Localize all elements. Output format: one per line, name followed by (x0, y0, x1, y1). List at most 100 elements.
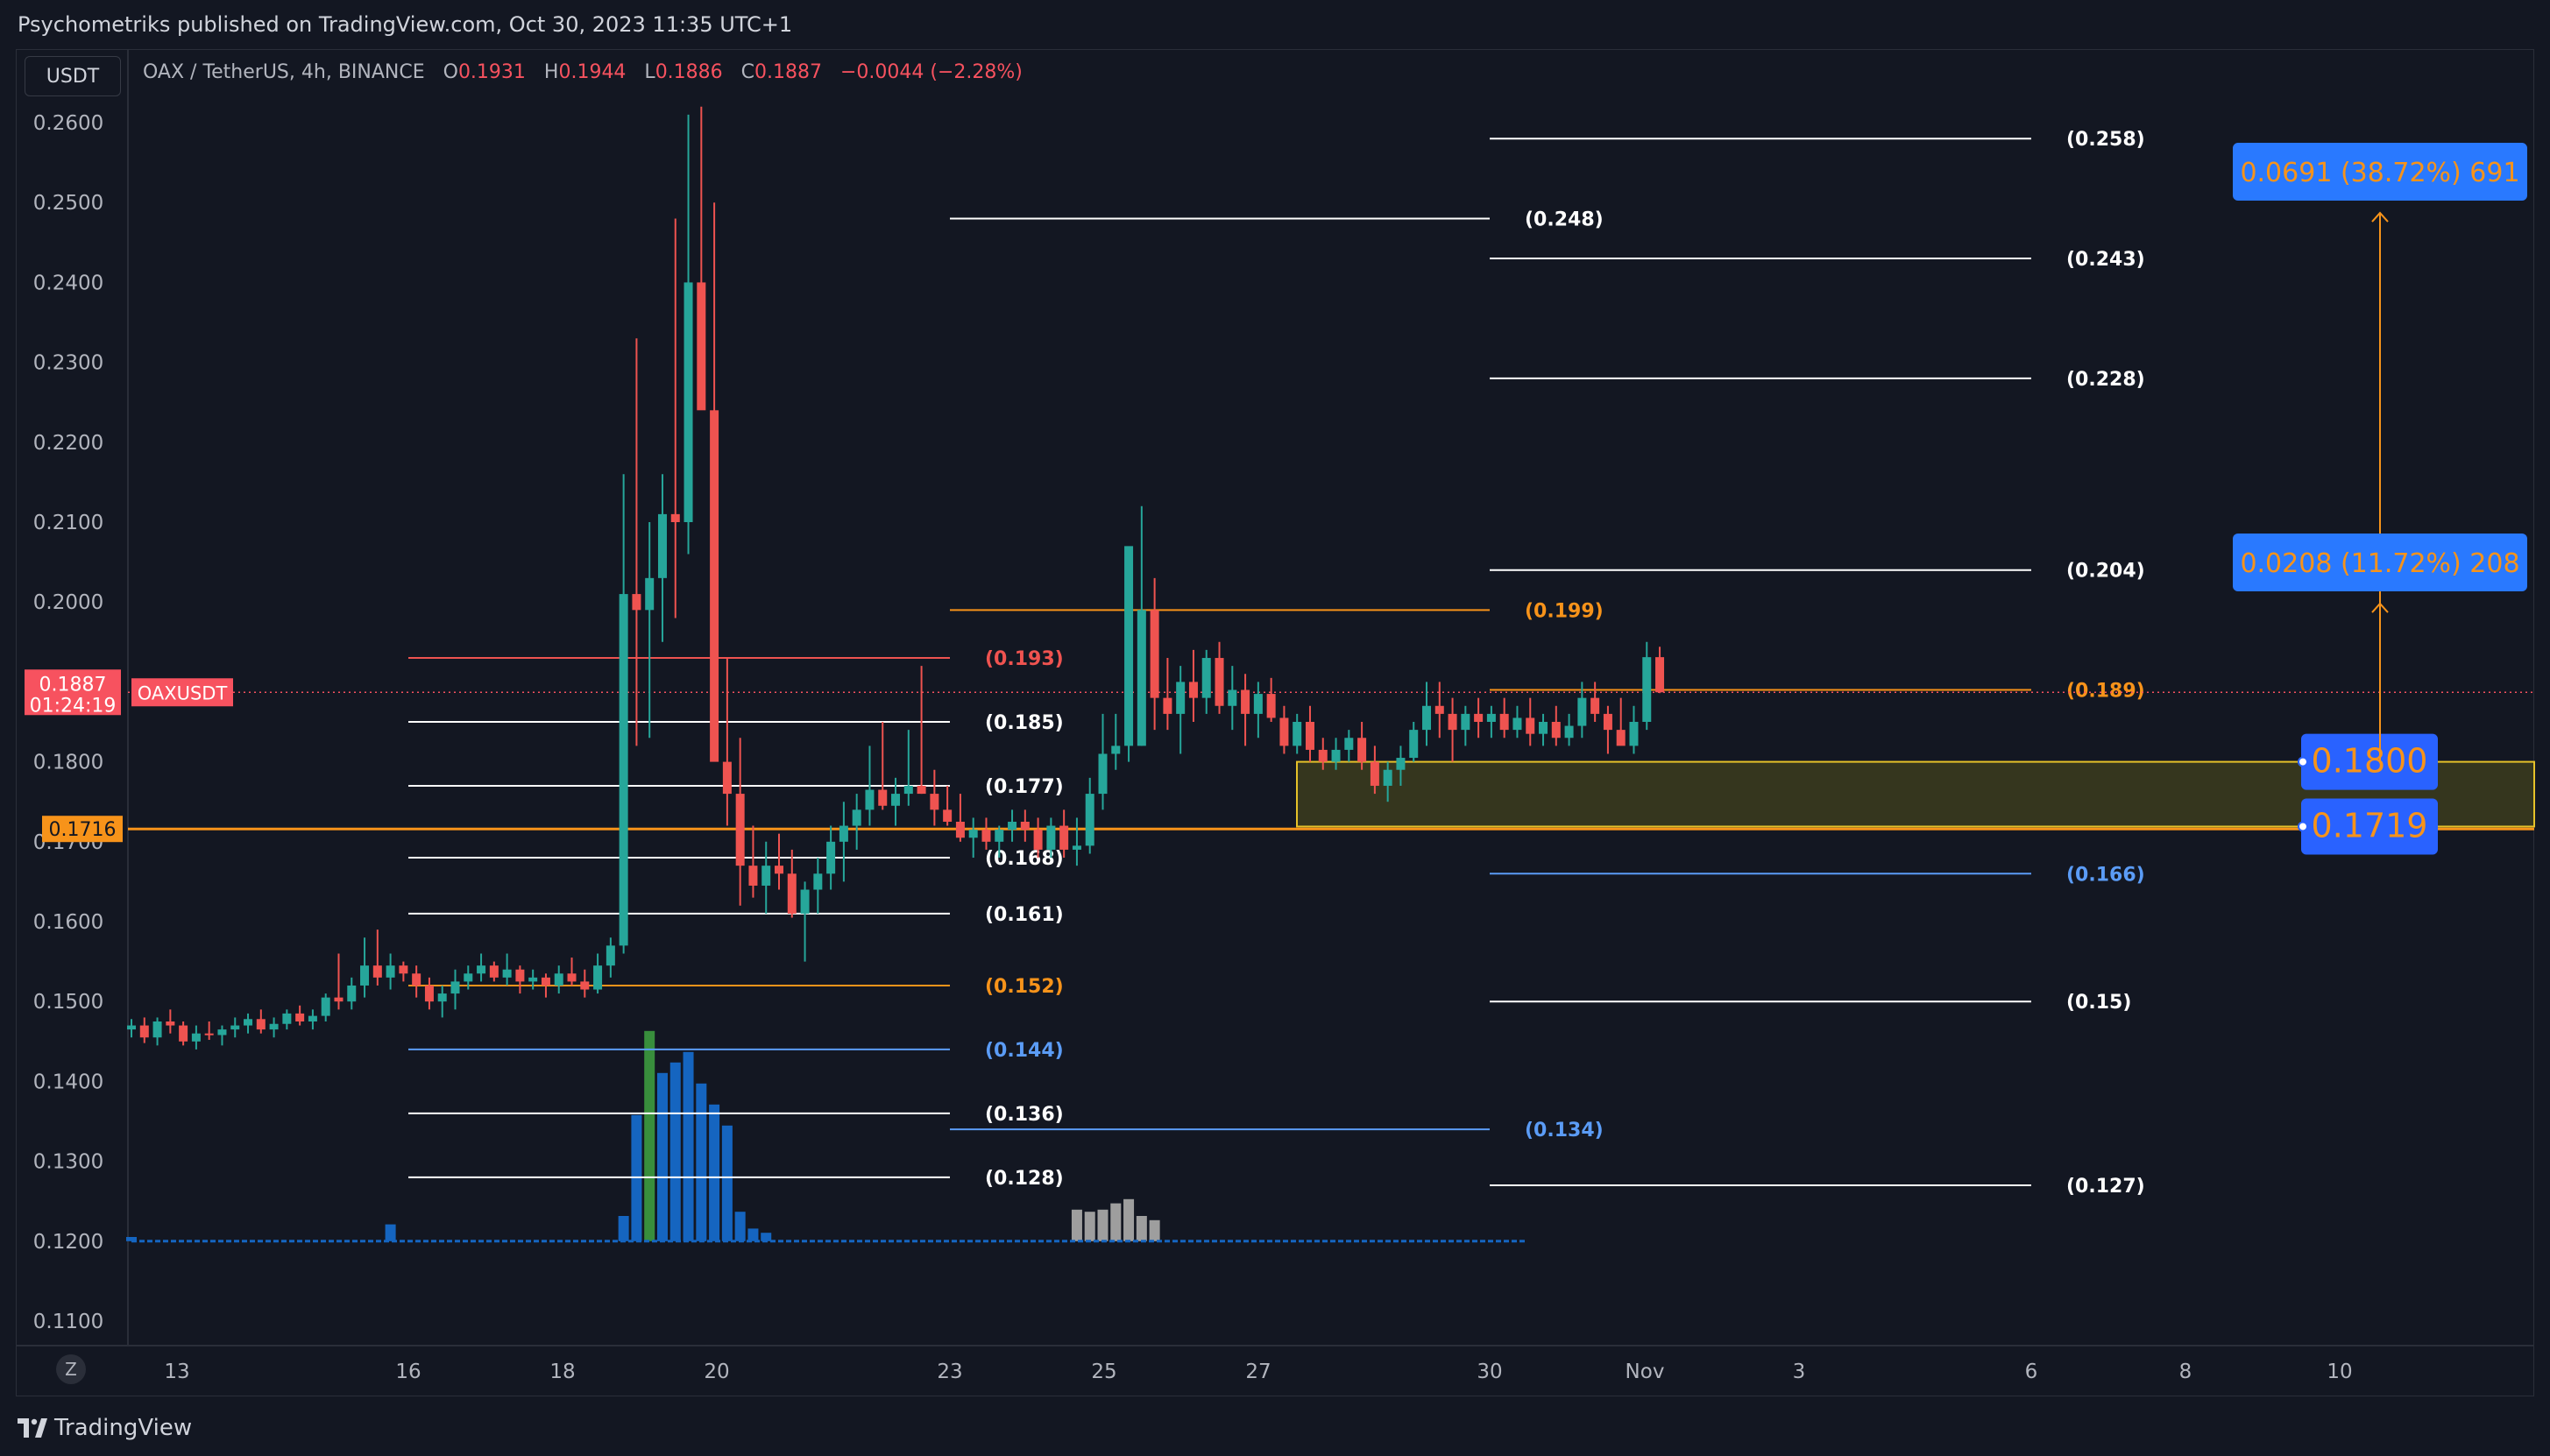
y-tick-label: 0.2100 (33, 512, 103, 534)
candle-body (1499, 713, 1509, 731)
candle-body (580, 981, 590, 990)
candle-body (710, 410, 719, 762)
zone-price-label: 0.1719 (2312, 806, 2428, 845)
candle-body (645, 577, 655, 611)
candle-body (256, 1019, 266, 1030)
candle-body (775, 866, 783, 874)
candle-body (152, 1021, 162, 1038)
volume-bar (696, 1083, 707, 1241)
x-tick-label: 3 (1793, 1361, 1806, 1383)
candle-body (852, 809, 861, 826)
candle-body (450, 981, 460, 994)
fib-level-label: (0.161) (985, 904, 1064, 926)
volume-bar (1097, 1209, 1109, 1241)
candle-body (489, 965, 499, 978)
candle-body (166, 1021, 175, 1026)
arrow-head (2371, 602, 2389, 613)
candle-body (1072, 845, 1081, 850)
candle-body (1383, 769, 1392, 786)
tradingview-logo: TradingView (18, 1412, 192, 1444)
candle-body (813, 873, 823, 890)
y-tick-label: 0.2300 (33, 352, 103, 375)
x-tick-label: Nov (1626, 1361, 1665, 1383)
candle-body (1629, 722, 1639, 746)
open-label: O (443, 61, 458, 83)
volume-bar (709, 1104, 720, 1241)
candle-body (230, 1025, 240, 1030)
candle-body (1020, 822, 1030, 830)
candle-body (360, 965, 370, 986)
volume-bar (644, 1030, 655, 1241)
symbol-name: OAX / TetherUS, 4h, BINANCE (143, 61, 425, 83)
candle-body (865, 789, 875, 810)
fib-level-label: (0.152) (985, 976, 1064, 998)
candle-body (477, 965, 486, 974)
fib-level-label: (0.189) (2066, 681, 2145, 703)
tradingview-icon (18, 1418, 47, 1438)
x-tick-label: 20 (704, 1361, 729, 1383)
candle-body (437, 993, 447, 1002)
low-value: 0.1886 (655, 61, 723, 83)
zone-price-label: 0.1800 (2312, 742, 2428, 781)
y-tick-label: 0.2400 (33, 272, 103, 294)
candle-body (1253, 694, 1263, 714)
zone-anchor-dot (2298, 821, 2308, 832)
candle-body (1564, 725, 1574, 739)
bar-countdown: 01:24:19 (30, 695, 117, 717)
x-tick-label: 30 (1477, 1361, 1502, 1383)
candle-body (1279, 717, 1289, 746)
symbol-legend: OAX / TetherUS, 4h, BINANCE O0.1931 H0.1… (143, 61, 1023, 83)
candle-body (826, 841, 836, 874)
last-price-tag (25, 669, 121, 716)
candle-body (903, 785, 913, 795)
candle-body (179, 1025, 188, 1042)
x-tick-label: 27 (1245, 1361, 1271, 1383)
auto-scale-button[interactable]: Z (56, 1354, 86, 1384)
candle-body (1642, 657, 1652, 722)
low-label: L (644, 61, 655, 83)
candle-body (464, 973, 473, 982)
candle-body (1215, 658, 1224, 706)
target-callout-box (2233, 143, 2527, 201)
x-tick-label: 10 (2327, 1361, 2352, 1383)
fib-level-label: (0.144) (985, 1040, 1064, 1062)
candle-body (1150, 610, 1159, 698)
candle-body (1124, 546, 1134, 746)
y-tick-label: 0.2600 (33, 112, 103, 135)
fib-level-label: (0.193) (985, 648, 1064, 670)
candle-body (412, 973, 421, 986)
fib-level-label: (0.166) (2066, 864, 2145, 886)
candle-body (1176, 682, 1186, 714)
volume-bar (126, 1237, 137, 1241)
candle-body (593, 965, 603, 990)
currency-button[interactable]: USDT (25, 56, 121, 96)
candle-body (1228, 689, 1237, 706)
candle-body (295, 1013, 305, 1021)
candle-body (619, 594, 628, 946)
x-tick-label: 18 (549, 1361, 575, 1383)
candle-body (1486, 713, 1496, 722)
candle-body (1590, 697, 1600, 714)
candle-body (1577, 697, 1587, 726)
fib-level-label: (0.128) (985, 1168, 1064, 1190)
candle-body (541, 977, 550, 986)
y-tick-label: 0.1500 (33, 991, 103, 1014)
candle-body (995, 830, 1004, 842)
volume-bar (734, 1212, 746, 1241)
close-value: 0.1887 (754, 61, 823, 83)
y-tick-label: 0.1100 (33, 1311, 103, 1333)
candle-body (722, 761, 732, 795)
x-tick-label: 13 (164, 1361, 189, 1383)
candle-body (567, 973, 577, 982)
fib-level-label: (0.248) (1525, 209, 1604, 230)
symbol-tag-label: OAXUSDT (138, 682, 228, 703)
candle-body (139, 1025, 149, 1038)
candle-body (606, 945, 615, 966)
candle-body (424, 985, 434, 1002)
volume-bar (683, 1051, 694, 1241)
high-label: H (543, 61, 559, 83)
target-callout-text: 0.0208 (11.72%) 208 (2240, 548, 2519, 579)
x-tick-label: 8 (2179, 1361, 2192, 1383)
fib-level-label: (0.204) (2066, 561, 2145, 583)
